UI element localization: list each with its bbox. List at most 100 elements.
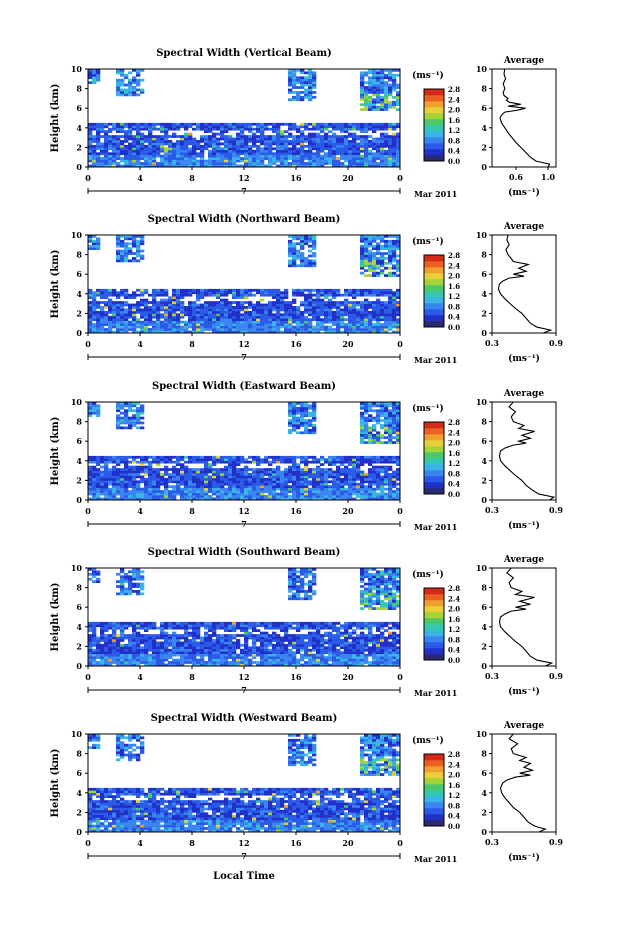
- heatmap-cell: [96, 240, 100, 243]
- heatmap-cell: [376, 274, 380, 277]
- heatmap-cell: [148, 130, 152, 133]
- heatmap-cell: [376, 466, 380, 469]
- heatmap-cell: [360, 264, 364, 267]
- heatmap-cell: [276, 468, 280, 471]
- heatmap-cell: [352, 135, 356, 138]
- heatmap-cell: [292, 473, 296, 476]
- heatmap-cell: [272, 318, 276, 321]
- heatmap-cell: [176, 478, 180, 481]
- heatmap-cell: [348, 123, 352, 126]
- heatmap-cell: [172, 128, 176, 131]
- heatmap-cell: [368, 150, 372, 153]
- heatmap-cell: [304, 456, 308, 459]
- heatmap-cell: [140, 299, 144, 302]
- heatmap-cell: [208, 476, 212, 479]
- heatmap-cell: [204, 456, 208, 459]
- heatmap-cell: [116, 89, 120, 92]
- heatmap-cell: [308, 147, 312, 150]
- y-tick-label: 8: [76, 84, 82, 94]
- heatmap-cell: [128, 71, 132, 74]
- heatmap-cell: [164, 160, 168, 163]
- heatmap-cell: [320, 468, 324, 471]
- heatmap-cell: [336, 483, 340, 486]
- heatmap-cell: [328, 311, 332, 314]
- heatmap-cell: [356, 145, 360, 148]
- heatmap-cell: [392, 417, 396, 420]
- heatmap-cell: [320, 125, 324, 128]
- heatmap-cell: [100, 328, 104, 331]
- heatmap-cell: [96, 656, 100, 659]
- heatmap-cell: [384, 143, 388, 146]
- heatmap-cell: [324, 125, 328, 128]
- colorbar-tick-label: 0.8: [448, 302, 460, 311]
- heatmap-cell: [128, 130, 132, 133]
- heatmap-cell: [304, 257, 308, 260]
- heatmap-cell: [116, 91, 120, 94]
- heatmap-cell: [180, 313, 184, 316]
- heatmap-cell: [220, 125, 224, 128]
- heatmap-cell: [88, 125, 92, 128]
- heatmap-cell: [116, 326, 120, 329]
- heatmap-cell: [244, 162, 248, 165]
- heatmap-cell: [356, 466, 360, 469]
- heatmap-cell: [244, 313, 248, 316]
- heatmap-cell: [140, 301, 144, 304]
- heatmap-cell: [188, 301, 192, 304]
- heatmap-cell: [92, 580, 96, 583]
- heatmap-cell: [156, 128, 160, 131]
- heatmap-cell: [332, 145, 336, 148]
- heatmap-cell: [312, 162, 316, 165]
- heatmap-cell: [308, 407, 312, 410]
- heatmap-cell: [92, 409, 96, 412]
- heatmap-cell: [200, 458, 204, 461]
- heatmap-cell: [200, 321, 204, 324]
- heatmap-cell: [372, 436, 376, 439]
- heatmap-cell: [232, 480, 236, 483]
- heatmap-cell: [388, 89, 392, 92]
- heatmap-cell: [336, 480, 340, 483]
- heatmap-cell: [364, 326, 368, 329]
- heatmap-cell: [184, 152, 188, 155]
- heatmap-cell: [392, 81, 396, 84]
- heatmap-cell: [128, 661, 132, 664]
- heatmap-cell: [308, 473, 312, 476]
- heatmap-cell: [204, 160, 208, 163]
- heatmap-cell: [104, 143, 108, 146]
- heatmap-cell: [88, 155, 92, 158]
- heatmap-cell: [360, 471, 364, 474]
- heatmap-cell: [160, 456, 164, 459]
- heatmap-cell: [272, 140, 276, 143]
- heatmap-cell: [164, 130, 168, 133]
- heatmap-cell: [116, 622, 120, 625]
- colorbar-segment: [424, 101, 444, 107]
- heatmap-cell: [280, 138, 284, 141]
- heatmap-cell: [296, 480, 300, 483]
- heatmap-cell: [308, 133, 312, 136]
- heatmap-cell: [116, 257, 120, 260]
- heatmap-cell: [264, 128, 268, 131]
- heatmap-cell: [236, 495, 240, 498]
- heatmap-cell: [364, 262, 368, 265]
- heatmap-cell: [344, 140, 348, 143]
- heatmap-cell: [184, 461, 188, 464]
- heatmap-cell: [104, 138, 108, 141]
- heatmap-cell: [108, 622, 112, 625]
- heatmap-cell: [236, 301, 240, 304]
- panel-1: Spectral Width (Northward Beam)0246810He…: [50, 214, 563, 365]
- heatmap-cell: [392, 414, 396, 417]
- heatmap-cell: [316, 152, 320, 155]
- heatmap-cell: [120, 71, 124, 74]
- heatmap-cell: [216, 328, 220, 331]
- heatmap-cell: [388, 478, 392, 481]
- heatmap-cell: [332, 128, 336, 131]
- heatmap-cell: [356, 461, 360, 464]
- heatmap-cell: [332, 155, 336, 158]
- heatmap-cell: [112, 301, 116, 304]
- heatmap-cell: [216, 296, 220, 299]
- heatmap-cell: [376, 106, 380, 109]
- heatmap-cell: [92, 125, 96, 128]
- heatmap-cell: [128, 304, 132, 307]
- heatmap-cell: [224, 162, 228, 165]
- heatmap-cell: [184, 473, 188, 476]
- heatmap-cell: [324, 471, 328, 474]
